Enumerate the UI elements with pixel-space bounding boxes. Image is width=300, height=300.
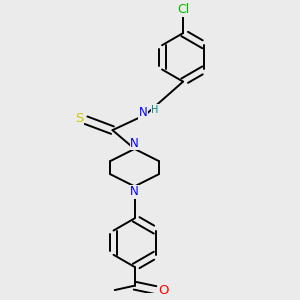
- Text: H: H: [151, 105, 158, 115]
- Text: N: N: [130, 185, 139, 198]
- Text: S: S: [75, 112, 84, 125]
- Text: Cl: Cl: [177, 3, 189, 16]
- Text: N: N: [139, 106, 147, 119]
- Text: O: O: [159, 284, 169, 297]
- Text: N: N: [130, 137, 139, 150]
